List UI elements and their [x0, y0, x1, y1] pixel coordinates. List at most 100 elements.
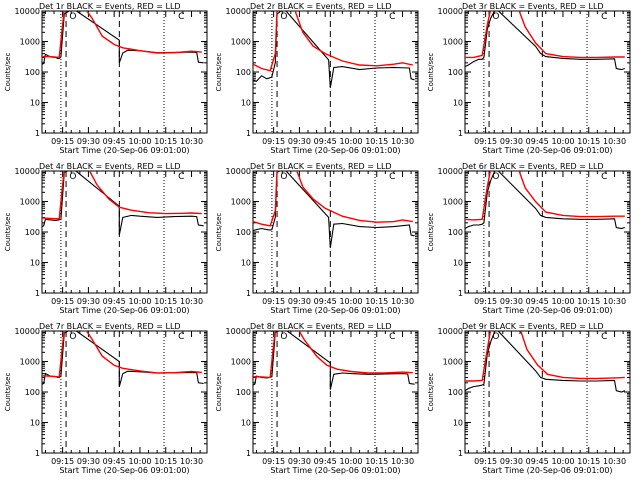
y-tick-label: 10000 [438, 327, 463, 336]
x-tick-label: 09:45 [526, 297, 549, 306]
x-tick-label: 09:45 [314, 457, 337, 466]
x-tick-label: 10:00 [551, 137, 574, 146]
plot-frame [252, 330, 419, 454]
y-tick-label: 1 [458, 129, 463, 138]
y-tick-label: 100 [25, 228, 40, 237]
x-tick-label: 09:30 [77, 457, 100, 466]
series-line-events [253, 11, 415, 88]
y-tick-label: 1000 [443, 358, 463, 367]
y-tick-label: 100 [448, 228, 463, 237]
x-axis-label: Start Time (20-Sep-06 09:01:00) [59, 306, 189, 315]
x-axis-label: Start Time (20-Sep-06 09:01:00) [270, 146, 400, 155]
y-tick-label: 1000 [443, 38, 463, 47]
series-line-lld [253, 331, 413, 379]
y-tick-label: 100 [448, 388, 463, 397]
y-tick-label: 1 [35, 289, 40, 298]
x-tick-label: 09:30 [288, 457, 311, 466]
x-tick-label: 10:30 [391, 297, 414, 306]
x-tick-label: 09:30 [288, 137, 311, 146]
series-line-lld [42, 331, 202, 378]
event-marker: O [280, 172, 287, 182]
y-tick-label: 1000 [443, 198, 463, 207]
y-tick-label: 1000 [20, 358, 40, 367]
y-tick-label: 10 [30, 259, 40, 268]
series-line-events [465, 11, 625, 71]
y-tick-label: 1 [246, 289, 251, 298]
y-tick-label: 100 [25, 388, 40, 397]
x-axis-label: Start Time (20-Sep-06 09:01:00) [270, 466, 400, 475]
event-marker: O [280, 12, 287, 22]
y-tick-label: 10000 [226, 7, 251, 16]
y-tick-label: 1000 [231, 38, 251, 47]
x-tick-label: 10:15 [365, 297, 388, 306]
y-tick-label: 100 [448, 68, 463, 77]
event-marker: O [69, 332, 76, 342]
x-tick-label: 10:15 [154, 137, 177, 146]
event-marker: O [280, 332, 287, 342]
event-marker: C [389, 12, 395, 22]
y-tick-label: 10 [453, 419, 463, 428]
x-tick-label: 10:30 [180, 137, 203, 146]
y-tick-label: 10000 [226, 327, 251, 336]
y-tick-label: 1000 [20, 38, 40, 47]
event-marker: C [389, 172, 395, 182]
x-tick-label: 10:30 [603, 297, 626, 306]
chart-title: Det 4r BLACK = Events, RED = LLD [39, 162, 181, 171]
x-tick-label: 10:15 [577, 137, 600, 146]
event-marker: O [492, 332, 499, 342]
series-line-events [42, 171, 204, 236]
x-tick-label: 10:00 [339, 297, 362, 306]
plot-frame [464, 330, 631, 454]
x-axis-label: Start Time (20-Sep-06 09:01:00) [270, 306, 400, 315]
event-marker: C [178, 332, 184, 342]
x-tick-label: 09:15 [474, 457, 497, 466]
series-line-lld [465, 171, 625, 221]
series-group [42, 331, 204, 387]
event-marker: O [492, 172, 499, 182]
chart-title: Det 5r BLACK = Events, RED = LLD [250, 162, 392, 171]
event-marker: C [178, 12, 184, 22]
chart-panel-6: Det 6r BLACK = Events, RED = LLD 1 10 100 10… [427, 162, 631, 315]
x-tick-label: 10:30 [603, 457, 626, 466]
chart-title: Det 3r BLACK = Events, RED = LLD [462, 2, 604, 11]
y-tick-label: 1000 [231, 198, 251, 207]
y-axis-label: Counts/sec [215, 373, 223, 412]
x-tick-label: 09:30 [500, 457, 523, 466]
chart-panel-8: Det 8r BLACK = Events, RED = LLD 1 10 100 10… [215, 322, 419, 475]
y-tick-label: 100 [236, 228, 251, 237]
chart-title: Det 7r BLACK = Events, RED = LLD [39, 322, 181, 331]
event-marker: O [69, 12, 76, 22]
y-axis-label: Counts/sec [215, 213, 223, 252]
series-group [465, 331, 625, 393]
y-tick-label: 10 [241, 259, 251, 268]
y-axis-label: Counts/sec [427, 213, 435, 252]
y-tick-label: 100 [25, 68, 40, 77]
x-tick-label: 09:30 [288, 297, 311, 306]
x-tick-label: 09:15 [262, 457, 285, 466]
series-line-events [465, 331, 625, 393]
series-group [42, 11, 204, 65]
chart-title: Det 6r BLACK = Events, RED = LLD [462, 162, 604, 171]
x-tick-label: 09:15 [51, 137, 74, 146]
x-tick-label: 09:30 [77, 297, 100, 306]
chart-panel-5: Det 5r BLACK = Events, RED = LLD 1 10 100 10… [215, 162, 419, 315]
y-axis-label: Counts/sec [4, 373, 12, 412]
x-tick-label: 10:30 [180, 457, 203, 466]
y-tick-label: 1 [246, 449, 251, 458]
plot-frame [252, 10, 419, 134]
x-tick-label: 09:15 [262, 297, 285, 306]
x-tick-label: 10:30 [180, 297, 203, 306]
series-group [253, 331, 415, 390]
y-tick-label: 10 [30, 419, 40, 428]
y-axis-label: Counts/sec [427, 373, 435, 412]
y-tick-label: 1 [458, 289, 463, 298]
chart-panel-9: Det 9r BLACK = Events, RED = LLD 1 10 100 10… [427, 322, 631, 475]
x-axis-label: Start Time (20-Sep-06 09:01:00) [482, 466, 612, 475]
series-group [253, 171, 415, 248]
plot-frame [41, 10, 208, 134]
event-marker: C [389, 332, 395, 342]
x-tick-label: 09:15 [262, 137, 285, 146]
series-group [253, 11, 415, 88]
x-tick-label: 10:00 [128, 137, 151, 146]
